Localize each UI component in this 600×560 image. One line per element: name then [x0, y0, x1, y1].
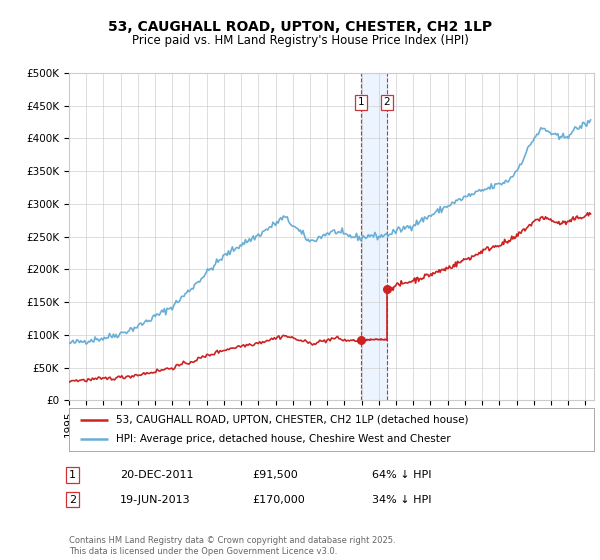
Text: 2: 2	[69, 494, 76, 505]
Text: 2: 2	[383, 97, 390, 108]
Text: HPI: Average price, detached house, Cheshire West and Chester: HPI: Average price, detached house, Ches…	[116, 434, 451, 444]
Text: 64% ↓ HPI: 64% ↓ HPI	[372, 470, 431, 480]
Text: 20-DEC-2011: 20-DEC-2011	[120, 470, 193, 480]
Text: £91,500: £91,500	[252, 470, 298, 480]
Text: 34% ↓ HPI: 34% ↓ HPI	[372, 494, 431, 505]
Bar	[361, 73, 387, 400]
Text: Price paid vs. HM Land Registry's House Price Index (HPI): Price paid vs. HM Land Registry's House …	[131, 34, 469, 46]
Text: 53, CAUGHALL ROAD, UPTON, CHESTER, CH2 1LP: 53, CAUGHALL ROAD, UPTON, CHESTER, CH2 1…	[108, 20, 492, 34]
Text: Contains HM Land Registry data © Crown copyright and database right 2025.
This d: Contains HM Land Registry data © Crown c…	[69, 536, 395, 556]
Text: 19-JUN-2013: 19-JUN-2013	[120, 494, 191, 505]
Text: £170,000: £170,000	[252, 494, 305, 505]
Text: 1: 1	[69, 470, 76, 480]
Text: 53, CAUGHALL ROAD, UPTON, CHESTER, CH2 1LP (detached house): 53, CAUGHALL ROAD, UPTON, CHESTER, CH2 1…	[116, 415, 469, 424]
Text: 1: 1	[358, 97, 364, 108]
